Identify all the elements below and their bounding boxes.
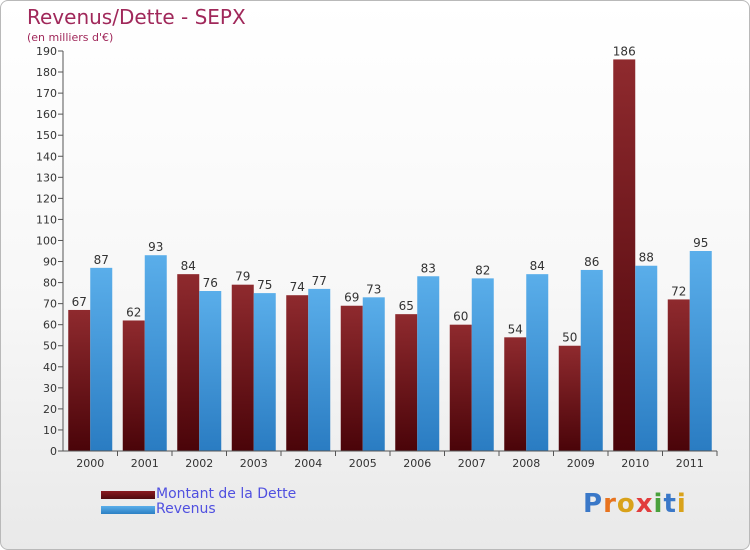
data-label-revenus: 86 <box>584 255 599 269</box>
bar-dette <box>395 314 418 451</box>
y-tick-label: 90 <box>43 256 57 269</box>
x-axis: 2000 2001 2002 2003 2004 2005 2006 2007 2008 2009… <box>63 450 718 470</box>
data-label-revenus: 75 <box>257 278 272 292</box>
y-tick-label: 160 <box>36 108 57 121</box>
data-label-dette: 72 <box>671 284 686 298</box>
bar-dette <box>177 274 200 451</box>
chart-subtitle: (en milliers d'€) <box>27 31 114 44</box>
data-label-revenus: 95 <box>693 236 708 250</box>
data-label-dette: 62 <box>126 305 141 319</box>
data-label-dette: 74 <box>290 280 305 294</box>
data-label-revenus: 82 <box>475 263 490 277</box>
x-tick-label: 2002 <box>185 457 213 470</box>
data-label-revenus: 84 <box>530 259 545 273</box>
data-label-dette: 79 <box>235 270 250 284</box>
bar-revenus <box>199 291 222 451</box>
bar-dette <box>340 305 363 451</box>
data-label-dette: 67 <box>72 295 87 309</box>
bar-revenus <box>253 293 276 451</box>
bar-revenus <box>417 276 440 451</box>
y-tick-label: 70 <box>43 298 57 311</box>
bar-dette <box>504 337 527 451</box>
x-tick-label: 2005 <box>349 457 377 470</box>
data-label-revenus: 73 <box>366 282 381 296</box>
x-tick-label: 2007 <box>458 457 486 470</box>
data-label-revenus: 88 <box>639 251 654 265</box>
y-tick-label: 80 <box>43 277 57 290</box>
bar-dette <box>558 345 581 451</box>
bar-revenus <box>689 251 712 451</box>
x-tick-label: 2003 <box>240 457 268 470</box>
legend-swatch-dette <box>101 491 155 499</box>
y-tick-label: 60 <box>43 319 57 332</box>
bar-revenus <box>635 265 658 451</box>
bar-revenus <box>362 297 385 451</box>
x-tick-label: 2001 <box>131 457 159 470</box>
bar-revenus <box>90 267 113 451</box>
x-tick-label: 2009 <box>567 457 595 470</box>
legend-label-revenus: Revenus <box>156 501 216 517</box>
x-tick-label: 2006 <box>403 457 431 470</box>
data-label-revenus: 77 <box>312 274 327 288</box>
y-tick-label: 120 <box>36 192 57 205</box>
y-tick-label: 100 <box>36 234 57 247</box>
data-label-revenus: 93 <box>148 240 163 254</box>
x-tick-label: 2004 <box>294 457 322 470</box>
bar-dette <box>68 309 91 451</box>
x-tick-label: 2008 <box>512 457 540 470</box>
bar-revenus <box>308 288 331 451</box>
bar-dette <box>667 299 690 451</box>
y-tick-label: 180 <box>36 66 57 79</box>
y-tick-label: 0 <box>50 445 57 458</box>
y-axis: 0 10 20 30 40 50 60 70 80 90 100 110 120 130 140 150 160… <box>36 45 64 458</box>
data-label-dette: 54 <box>508 322 523 336</box>
data-label-dette: 69 <box>344 291 359 305</box>
bar-dette <box>231 284 254 451</box>
legend-label-dette: Montant de la Dette <box>156 486 297 502</box>
bar-revenus <box>580 269 603 451</box>
bar-dette <box>122 320 145 451</box>
y-tick-label: 140 <box>36 150 57 163</box>
data-label-revenus: 87 <box>94 253 109 267</box>
bar-dette <box>449 324 472 451</box>
data-label-dette: 60 <box>453 310 468 324</box>
y-tick-label: 50 <box>43 340 57 353</box>
bar-dette <box>286 295 309 451</box>
bar-revenus <box>526 274 549 451</box>
data-label-dette: 50 <box>562 331 577 345</box>
y-tick-label: 150 <box>36 129 57 142</box>
data-label-revenus: 76 <box>203 276 218 290</box>
data-label-dette: 186 <box>613 44 636 58</box>
x-tick-label: 2000 <box>76 457 104 470</box>
y-tick-label: 40 <box>43 361 57 374</box>
data-label-revenus: 83 <box>421 261 436 275</box>
chart-title: Revenus/Dette - SEPX <box>27 5 246 29</box>
bar-revenus <box>471 278 494 451</box>
y-tick-label: 30 <box>43 382 57 395</box>
y-tick-label: 110 <box>36 213 57 226</box>
legend-swatch-revenus <box>101 506 155 514</box>
y-tick-label: 170 <box>36 87 57 100</box>
bars: 67 87 62 93 84 76 79 75 74 77 69 73 65 83 60 82 54 84 50 86… <box>68 44 712 451</box>
bar-revenus <box>144 255 167 451</box>
y-tick-label: 130 <box>36 171 57 184</box>
bar-dette <box>613 59 636 451</box>
x-tick-label: 2011 <box>676 457 704 470</box>
data-label-dette: 84 <box>181 259 196 273</box>
proxiti-logo: Proxiti <box>583 489 687 519</box>
x-tick-label: 2010 <box>621 457 649 470</box>
y-tick-label: 20 <box>43 403 57 416</box>
y-tick-label: 190 <box>36 45 57 58</box>
data-label-dette: 65 <box>399 299 414 313</box>
y-tick-label: 10 <box>43 424 57 437</box>
